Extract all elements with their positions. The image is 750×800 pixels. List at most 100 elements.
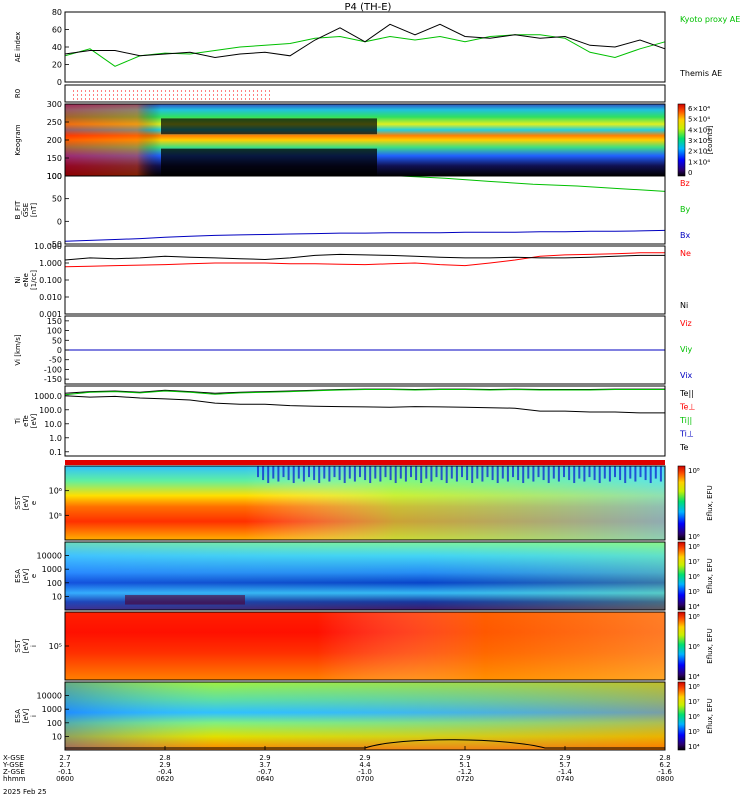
y-tick-label: -100 bbox=[44, 365, 62, 374]
chart-title: P4 (TH-E) bbox=[345, 2, 392, 13]
spectrogram-stripe bbox=[557, 466, 560, 482]
series-line-themisae bbox=[64, 23, 666, 59]
y-tick-label: 200 bbox=[47, 136, 62, 145]
spectrogram-stripe bbox=[527, 466, 530, 479]
legend-entry: Ti⊥ bbox=[679, 430, 694, 439]
spectrogram-stripe bbox=[512, 466, 514, 478]
y-axis-label: e bbox=[30, 574, 38, 578]
spectrogram-stripe bbox=[466, 466, 469, 481]
spectrogram-stripe bbox=[333, 466, 336, 478]
spectrogram-stripe bbox=[461, 466, 463, 478]
series-line-by bbox=[400, 175, 666, 192]
spectrogram-stripe bbox=[262, 466, 265, 481]
panel-frame bbox=[64, 465, 666, 541]
spectrogram-stripe bbox=[522, 466, 525, 484]
y-tick-label: 0.001 bbox=[39, 310, 62, 319]
spectrogram-stripe bbox=[399, 466, 402, 479]
y-axis-label: [eV] bbox=[22, 708, 30, 723]
y-axis-label: Keogram bbox=[14, 124, 22, 155]
spectrogram-stripe bbox=[608, 466, 611, 482]
spectrogram-stripe bbox=[588, 466, 591, 478]
spectrogram-stripe bbox=[369, 466, 372, 484]
colorbar-tick-label: 10⁶ bbox=[688, 643, 700, 651]
y-axis-label: [eV] bbox=[22, 638, 30, 653]
spectrogram-stripe bbox=[619, 466, 622, 481]
y-tick-label: 10⁵ bbox=[49, 511, 62, 520]
y-tick-label: 1000 bbox=[42, 565, 62, 574]
y-tick-label: 50 bbox=[52, 195, 62, 204]
y-tick-label: -150 bbox=[44, 375, 62, 384]
x-tick-ygse: 4.4 bbox=[359, 761, 371, 769]
colorbar-tick-label: 5×10⁴ bbox=[688, 116, 710, 124]
panel-frame bbox=[64, 245, 666, 315]
spectrogram-stripe bbox=[517, 466, 520, 481]
spectrogram-stripe bbox=[659, 466, 662, 482]
x-tick-zgse: -0.7 bbox=[258, 768, 272, 776]
x-row-label: Z-GSE bbox=[3, 768, 25, 776]
spectrogram-stripe bbox=[313, 466, 316, 481]
spectrogram-stripe bbox=[323, 466, 326, 479]
colorbar bbox=[677, 541, 686, 611]
x-tick-xgse: 2.9 bbox=[259, 754, 270, 762]
x-tick-time: 0800 bbox=[656, 775, 674, 783]
y-tick-label: 10 bbox=[52, 732, 62, 741]
spectrogram-stripe bbox=[649, 466, 652, 484]
spectrogram-stripe bbox=[486, 466, 489, 478]
colorbar bbox=[677, 103, 686, 177]
y-tick-label: -50 bbox=[49, 240, 62, 249]
y-axis-label: SST bbox=[14, 639, 22, 653]
spectrogram-stripe bbox=[440, 466, 443, 481]
colorbar-tick-label: 6×10⁴ bbox=[688, 105, 710, 113]
legend-entry: Te bbox=[679, 443, 689, 452]
y-tick-label: 1000.0 bbox=[34, 392, 62, 401]
y-tick-label: 0 bbox=[57, 346, 62, 355]
y-tick-label: 250 bbox=[47, 118, 62, 127]
series-line-ni bbox=[64, 253, 665, 261]
y-axis-label: [eV] bbox=[22, 568, 30, 583]
y-tick-label: 0.010 bbox=[39, 293, 62, 302]
y-axis-label: Ni bbox=[14, 276, 22, 283]
spectrogram-stripe bbox=[348, 466, 351, 479]
colorbar-tick-label: 10⁸ bbox=[688, 543, 700, 551]
y-tick-label: 100 bbox=[47, 327, 62, 336]
x-tick-time: 0720 bbox=[456, 775, 474, 783]
x-tick-time: 0700 bbox=[356, 775, 374, 783]
spectrogram-contour-line bbox=[65, 739, 665, 749]
x-tick-xgse: 2.8 bbox=[159, 754, 170, 762]
legend-entry: Ni bbox=[680, 301, 688, 310]
spectrogram-stripe bbox=[343, 466, 346, 484]
colorbar-tick-label: 10⁶ bbox=[688, 533, 700, 541]
panel-10: 10 100 1000 10000 ESA [eV] i 10⁴ 10⁵ 10⁶ 10⁷ 10⁸ Efl… bbox=[14, 681, 714, 751]
spectrogram-stripe bbox=[410, 466, 412, 478]
spectrogram-stripe bbox=[542, 466, 545, 481]
y-tick-label: 300 bbox=[47, 100, 62, 109]
colorbar-label: Eflux, EFU bbox=[706, 698, 714, 733]
x-tick-xgse: 2.9 bbox=[559, 754, 570, 762]
y-tick-label: 60 bbox=[52, 26, 62, 35]
colorbar-label: Eflux, EFU bbox=[706, 485, 714, 520]
keogram-top bbox=[65, 104, 665, 113]
panel-frame bbox=[64, 385, 666, 457]
y-axis-label: i bbox=[30, 645, 38, 647]
y-tick-label: 1.000 bbox=[39, 259, 62, 268]
colorbar bbox=[677, 465, 686, 541]
colorbar-tick-label: 10⁷ bbox=[688, 558, 700, 566]
spectrogram-stripe bbox=[364, 466, 367, 481]
y-tick-label: 10⁶ bbox=[49, 487, 62, 496]
y-tick-label: 100 bbox=[47, 172, 62, 181]
y-axis-label: [nT] bbox=[30, 203, 38, 217]
y-axis-label: ESA bbox=[14, 709, 22, 723]
series-line-bx bbox=[64, 229, 666, 242]
y-tick-label: 0 bbox=[57, 217, 62, 226]
sst-flag-bar bbox=[65, 460, 665, 465]
y-tick-label: 10.0 bbox=[44, 420, 62, 429]
y-tick-label: 10.000 bbox=[34, 242, 62, 251]
y-axis-label: B_FIT bbox=[14, 200, 22, 219]
y-axis-label: SST bbox=[14, 496, 22, 510]
spectrogram-overlay bbox=[65, 612, 665, 680]
spectrogram-stripe bbox=[593, 466, 596, 481]
colorbar-tick-label: 10⁴ bbox=[688, 603, 700, 611]
colorbar-tick-label: 10⁴ bbox=[688, 743, 700, 751]
legend-entry: Te|| bbox=[679, 389, 694, 398]
